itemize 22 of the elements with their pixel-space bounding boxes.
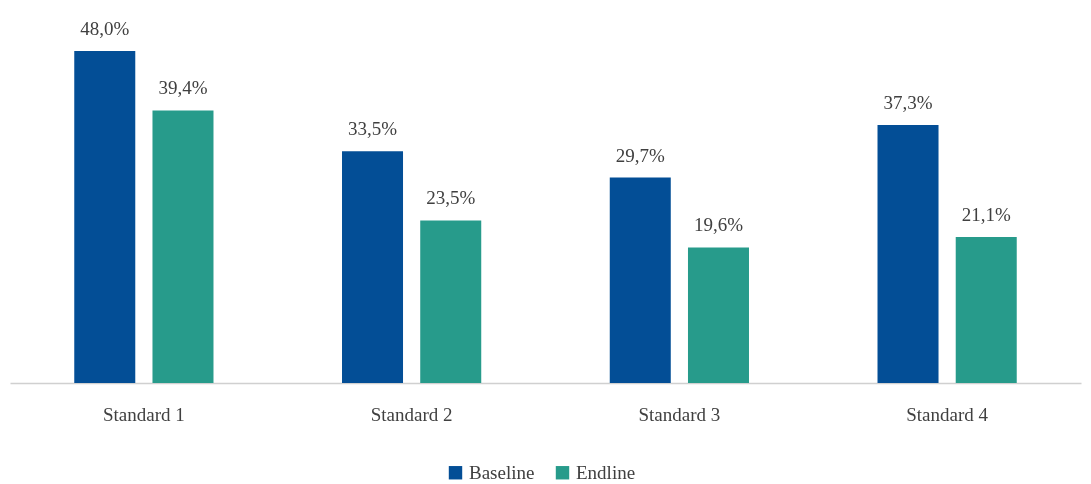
- bar: [609, 177, 671, 383]
- bar: [74, 51, 136, 383]
- data-label: 23,5%: [426, 187, 476, 209]
- data-label: 37,3%: [883, 92, 933, 114]
- data-label: 29,7%: [615, 144, 665, 166]
- x-tick-label: Standard 2: [370, 403, 453, 425]
- bar: [687, 247, 749, 383]
- data-label: 48,0%: [80, 18, 130, 39]
- data-label: 19,6%: [693, 214, 744, 236]
- bar: [152, 110, 214, 383]
- data-label: 33,5%: [347, 118, 398, 140]
- data-label: 39,4%: [158, 77, 208, 99]
- x-tick-label: Standard 4: [906, 403, 989, 425]
- bar: [877, 125, 939, 383]
- bar: [342, 151, 404, 383]
- bar: [955, 237, 1017, 383]
- x-tick-label: Standard 3: [638, 403, 721, 425]
- x-tick-label: Standard 1: [102, 403, 185, 425]
- bar: [420, 220, 482, 383]
- legend-label: Endline: [576, 461, 636, 483]
- data-label: 21,1%: [961, 204, 1011, 226]
- legend-label: Baseline: [469, 461, 535, 483]
